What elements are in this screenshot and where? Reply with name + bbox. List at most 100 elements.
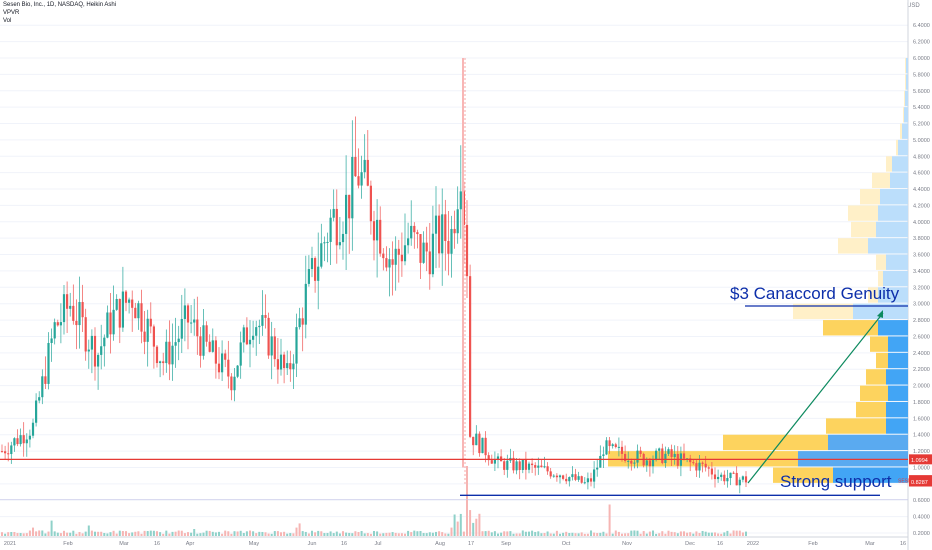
- candle-body: [171, 345, 174, 365]
- candle-body: [41, 376, 44, 398]
- volume-bar: [583, 533, 586, 536]
- volume-bar: [53, 531, 56, 536]
- y-tick-label: 4.0000: [913, 220, 930, 226]
- candle-body: [233, 376, 236, 391]
- volume-bar: [87, 525, 90, 536]
- vpvr-down-bar: [892, 156, 908, 172]
- y-tick-label: 5.6000: [913, 89, 930, 95]
- candle-body: [357, 176, 360, 186]
- volume-bar: [416, 531, 419, 536]
- candle-body: [165, 341, 168, 364]
- vpvr-down-bar: [888, 352, 908, 369]
- volume-bar: [369, 533, 372, 536]
- volume-bar: [304, 531, 307, 536]
- vpvr-down-bar: [904, 107, 908, 123]
- volume-bar: [366, 533, 369, 536]
- candle-body: [50, 338, 53, 343]
- volume-bar: [264, 532, 267, 536]
- x-tick-label: Oct: [562, 541, 571, 547]
- volume-bar: [481, 531, 484, 536]
- candle-body: [723, 474, 726, 482]
- candle-body: [627, 460, 630, 462]
- y-tick-label: 1.8000: [913, 400, 930, 406]
- vpvr-up-bar: [773, 467, 833, 483]
- candle-body: [599, 455, 602, 468]
- volume-bar: [295, 527, 298, 536]
- target-annotation: $3 Canaccord Genuity: [730, 284, 900, 303]
- volume-bar: [202, 532, 205, 536]
- candle-body: [174, 342, 177, 346]
- candle-body: [732, 472, 735, 474]
- candle-body: [81, 302, 84, 318]
- candle-body: [366, 159, 369, 186]
- candle-body: [242, 327, 245, 343]
- vpvr-up-bar: [851, 221, 876, 238]
- candle-body: [515, 461, 518, 471]
- volume-bar: [580, 532, 583, 536]
- candle-body: [741, 476, 744, 480]
- x-tick-label: 17: [468, 541, 474, 547]
- candle-body: [434, 215, 438, 234]
- volume-bar: [103, 532, 106, 536]
- x-tick-label: 2021: [4, 541, 16, 547]
- candle-body: [190, 322, 193, 324]
- candle-body: [124, 291, 128, 303]
- x-tick-label: Apr: [186, 541, 195, 547]
- candle-body: [478, 433, 481, 454]
- vpvr-up-bar: [904, 90, 905, 107]
- volume-bar: [342, 531, 344, 536]
- candle-body: [131, 299, 134, 308]
- candle-body: [106, 312, 109, 338]
- vpvr-down-bar: [906, 74, 908, 90]
- candle-body: [25, 439, 28, 444]
- candle-body: [431, 233, 434, 275]
- candle-body: [596, 467, 599, 470]
- y-tick-label: 2.8000: [913, 318, 930, 324]
- vpvr-down-bar: [886, 418, 908, 434]
- x-tick-label: Nov: [622, 541, 632, 547]
- volume-bar: [205, 530, 208, 536]
- volume-bar: [44, 533, 47, 536]
- volume-bar: [131, 532, 134, 536]
- volume-bar: [255, 533, 258, 536]
- candle-body: [354, 156, 357, 177]
- candle-body: [710, 468, 713, 475]
- candle-body: [456, 209, 459, 234]
- volume-bar: [258, 531, 261, 536]
- volume-bar: [332, 533, 335, 536]
- candle-body: [537, 465, 540, 468]
- volume-bar: [180, 530, 183, 536]
- volume-bar: [431, 532, 434, 536]
- candle-body: [13, 438, 16, 446]
- vpvr-down-bar: [890, 172, 908, 189]
- volume-bar: [679, 531, 682, 536]
- volume-bar: [90, 530, 93, 536]
- volume-bar: [140, 533, 143, 536]
- vpvr-up-bar: [903, 107, 904, 123]
- candle-body: [264, 315, 267, 318]
- candle-body: [295, 327, 298, 364]
- volume-bar: [245, 531, 248, 536]
- y-tick-label: 2.0000: [913, 384, 930, 390]
- candle-body: [44, 376, 47, 384]
- ticker-label: SESN: [898, 479, 912, 485]
- volume-bar: [382, 533, 385, 536]
- vpvr-down-bar: [888, 336, 908, 352]
- candle-body: [490, 460, 493, 464]
- vpvr-up-bar: [878, 270, 883, 287]
- volume-bar: [183, 533, 186, 536]
- candle-body: [633, 462, 636, 464]
- last-price2-label-bg: [909, 476, 932, 487]
- candle-body: [692, 462, 695, 464]
- volume-bar: [686, 532, 689, 536]
- vpvr-up-bar: [905, 58, 906, 74]
- volume-bar: [59, 533, 62, 536]
- candle-body: [655, 450, 658, 460]
- candle-body: [248, 339, 252, 345]
- y-tick-label: 3.6000: [913, 253, 930, 259]
- volume-bar: [506, 531, 509, 536]
- volume-bar: [106, 533, 109, 536]
- volume-bar: [590, 530, 592, 536]
- candle-body: [438, 215, 441, 254]
